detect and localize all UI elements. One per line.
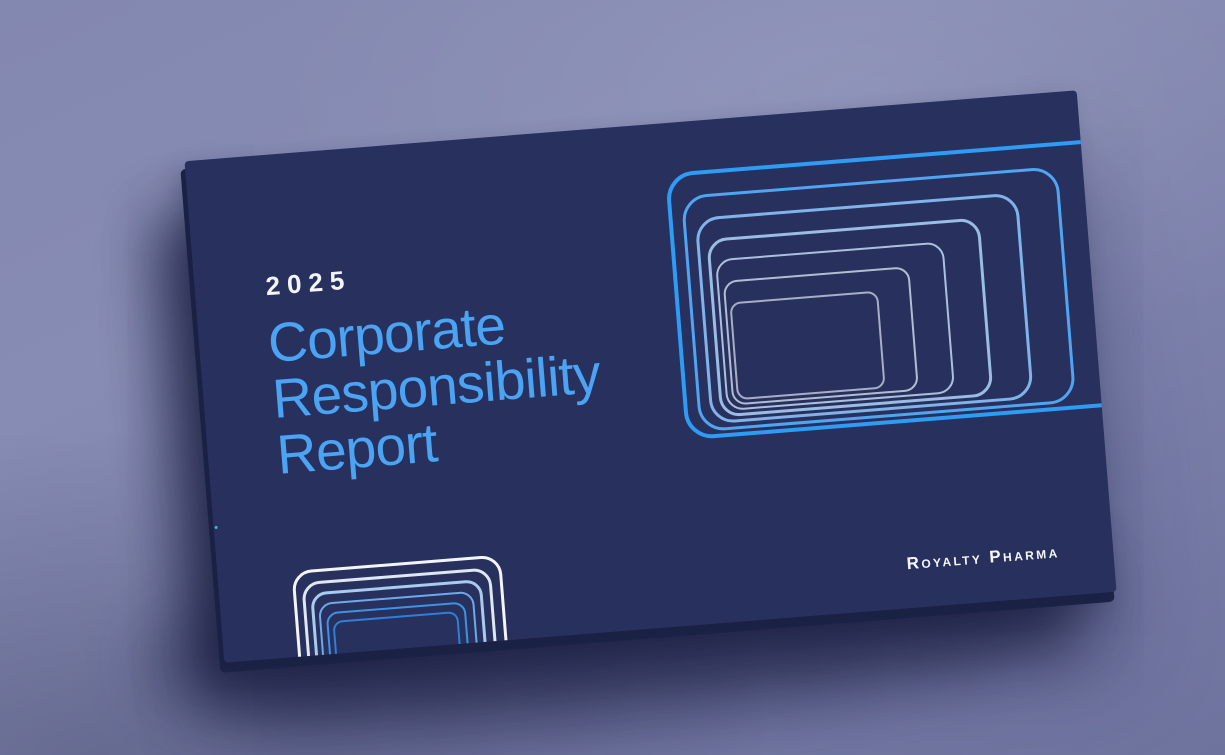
nested-rectangles-graphic-right bbox=[184, 90, 1117, 441]
teal-speck bbox=[214, 525, 218, 530]
report-title: Corporate Responsibility Report bbox=[266, 289, 606, 485]
right-tunnel-rect-7 bbox=[729, 290, 886, 401]
report-cover: 2025 Corporate Responsibility Report Roy… bbox=[184, 90, 1117, 663]
brand-logo: Royalty Pharma bbox=[905, 542, 1061, 574]
report-year: 2025 bbox=[264, 264, 353, 302]
